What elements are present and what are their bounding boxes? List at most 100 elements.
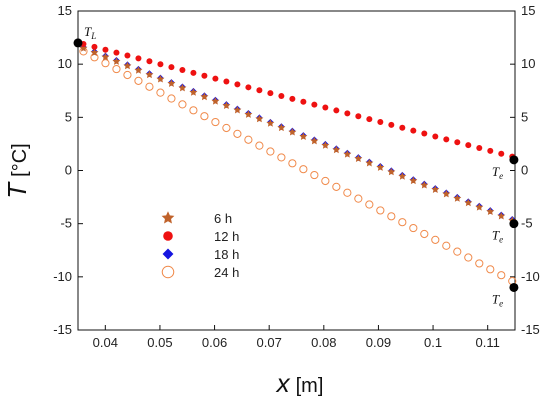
x-tick-label: 0.1 [424, 335, 442, 350]
data-point [156, 74, 165, 83]
legend-label: 24 h [214, 265, 239, 280]
data-point [376, 206, 385, 215]
data-point [244, 135, 253, 144]
data-point [244, 110, 253, 118]
series-group [79, 40, 517, 286]
data-point [255, 141, 264, 150]
boundary-label-base: T [492, 164, 500, 179]
data-point [145, 82, 154, 91]
y-axis-label: T [°C] [2, 143, 32, 198]
boundary-label-sub: L [90, 31, 96, 41]
data-point [421, 130, 428, 137]
y-tick-label-right: -5 [521, 216, 533, 231]
boundary-label-base: T [492, 228, 500, 243]
data-point [387, 167, 396, 176]
boundary-label-base: T [492, 291, 500, 306]
series-12h [80, 40, 516, 160]
data-point [189, 88, 198, 96]
data-point [79, 44, 88, 52]
data-point [366, 116, 373, 123]
legend-label: 12 h [214, 229, 239, 244]
y-axis-unit: [°C] [9, 143, 31, 177]
data-point [322, 104, 329, 111]
data-point [134, 66, 143, 74]
data-point [310, 170, 319, 180]
data-point [190, 69, 197, 76]
data-point [266, 119, 275, 127]
boundary-point [509, 155, 519, 165]
y-tick-label-left: 15 [58, 3, 72, 18]
boundary-label-sub: e [499, 235, 503, 245]
data-point [145, 70, 154, 79]
data-point [167, 79, 176, 87]
legend-label: 18 h [214, 247, 239, 262]
y-tick-label-left: -15 [53, 322, 72, 337]
data-point [200, 92, 209, 101]
data-point [498, 150, 505, 157]
data-point [288, 127, 297, 136]
data-point [399, 124, 406, 131]
data-point [387, 212, 396, 221]
data-point [277, 123, 286, 132]
data-point [432, 133, 439, 140]
boundary-label-sub: e [499, 171, 503, 181]
data-point [222, 123, 231, 133]
data-point [453, 194, 462, 202]
data-point [354, 194, 363, 203]
y-tick-label-right: -15 [521, 322, 540, 337]
data-point [497, 271, 506, 280]
data-point [124, 52, 131, 59]
data-point [431, 235, 440, 244]
data-point [475, 203, 484, 211]
boundary-point [509, 282, 519, 292]
x-axis-unit: [m] [296, 375, 324, 397]
data-point [454, 139, 461, 146]
series-24h [79, 47, 517, 286]
boundary-label: Te [492, 228, 503, 245]
data-point [211, 117, 220, 127]
data-point [102, 46, 109, 53]
y-tick-label-right: 0 [521, 163, 528, 178]
data-point [310, 136, 319, 145]
data-point [101, 59, 110, 68]
boundary-label: TL [84, 24, 96, 41]
data-point [365, 200, 374, 209]
data-point [112, 57, 121, 65]
data-point [288, 159, 297, 168]
legend-marker [161, 211, 175, 224]
data-point [377, 118, 384, 125]
data-point [289, 95, 296, 102]
data-point [101, 52, 110, 61]
data-point [398, 218, 407, 227]
data-point [90, 48, 99, 57]
data-point [200, 112, 209, 121]
x-axis-label: x [m] [275, 368, 324, 398]
data-point [123, 70, 132, 80]
data-point [233, 129, 242, 138]
x-tick-label: 0.09 [366, 335, 391, 350]
data-point [134, 76, 143, 85]
data-point [442, 241, 451, 250]
data-point [123, 61, 132, 70]
data-point [409, 223, 418, 233]
x-tick-label: 0.11 [476, 335, 500, 350]
data-point [189, 106, 198, 115]
boundary-label: Te [492, 164, 503, 181]
axis-ticks: -15 -15 -10 -10 -5 -5 0 0 5 5 10 10 15 15 0.04 0.05 0.06… [53, 3, 540, 350]
y-tick-label-left: -10 [53, 269, 72, 284]
data-point [487, 147, 494, 154]
data-point [299, 165, 308, 174]
y-tick-label-left: 5 [65, 109, 72, 124]
data-point [167, 94, 176, 103]
y-tick-label-right: -10 [521, 269, 540, 284]
boundary-label: Te [492, 291, 503, 308]
data-point [256, 87, 263, 94]
data-point [497, 211, 506, 220]
boundary-label-base: T [84, 24, 92, 39]
data-point [354, 154, 363, 163]
boundary-label-sub: e [499, 298, 503, 308]
series-18h [80, 43, 516, 223]
data-point [212, 75, 219, 82]
data-point [355, 113, 362, 120]
